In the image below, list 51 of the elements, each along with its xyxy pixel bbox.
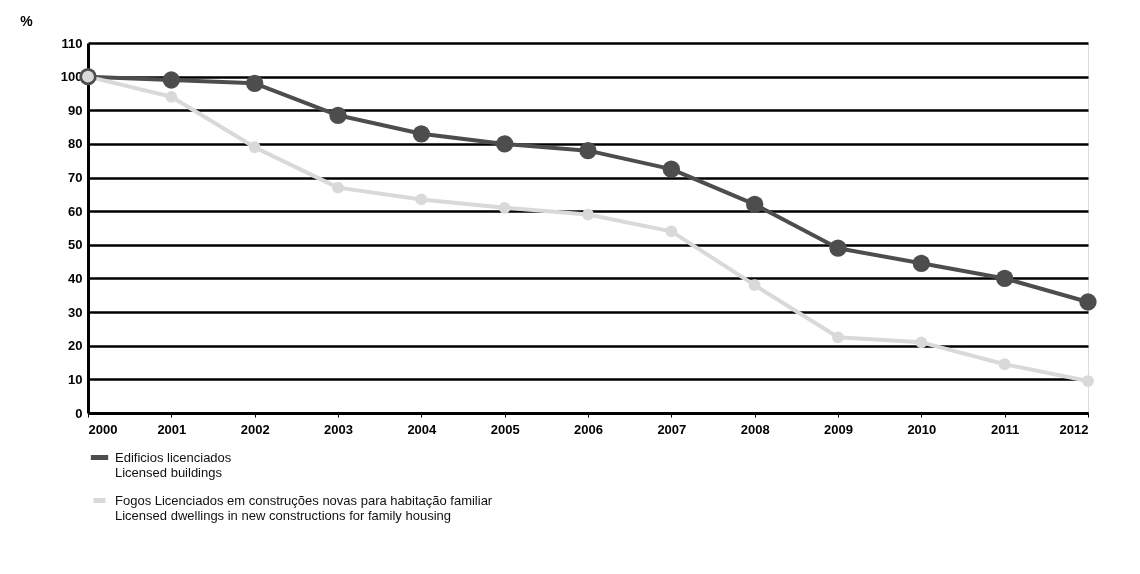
point xyxy=(832,331,844,344)
point xyxy=(248,141,261,154)
x-tick-label: 2004 xyxy=(407,421,438,437)
point xyxy=(915,336,928,349)
point xyxy=(1082,375,1094,387)
y-tick-label: 70 xyxy=(68,170,83,186)
point xyxy=(246,74,264,93)
y-tick-label: 110 xyxy=(61,35,83,51)
point xyxy=(496,135,514,153)
point xyxy=(412,125,430,143)
point xyxy=(665,225,678,238)
point xyxy=(662,160,680,178)
point xyxy=(162,71,180,89)
point xyxy=(912,254,930,272)
y-tick-label: 30 xyxy=(68,304,83,320)
x-tick-label: 2009 xyxy=(824,421,853,437)
y-tick-label: 10 xyxy=(68,371,83,387)
point xyxy=(415,193,428,206)
x-tick-label: 2007 xyxy=(657,421,687,437)
point xyxy=(746,195,764,214)
point xyxy=(332,181,344,194)
y-tick-label: 50 xyxy=(68,237,83,253)
point xyxy=(582,208,594,221)
y-tick-label: 60 xyxy=(68,203,83,219)
legend-label: Fogos Licenciados em construções novas para habitação familiar Licensed dwellings in new constructions for family housing xyxy=(115,492,493,523)
x-tick-label: 2001 xyxy=(157,421,187,437)
point xyxy=(1079,293,1097,311)
y-tick-label: 20 xyxy=(68,338,83,354)
point xyxy=(829,239,847,257)
y-tick-label: 80 xyxy=(68,136,83,152)
x-tick-label: 2006 xyxy=(574,421,603,437)
x-tick-label: 2008 xyxy=(740,421,770,437)
point xyxy=(329,106,347,124)
x-tick-label: 2000 xyxy=(88,421,118,437)
x-tick-label: 2012 xyxy=(1059,421,1089,437)
y-tick-label: 0 xyxy=(75,405,83,421)
y-tick-label: 90 xyxy=(68,102,83,118)
point xyxy=(579,141,597,160)
point xyxy=(498,201,511,214)
point xyxy=(996,269,1014,288)
x-tick-label: 2003 xyxy=(324,421,353,437)
x-tick-label: 2005 xyxy=(490,421,520,437)
point xyxy=(165,90,178,103)
x-tick-label: 2010 xyxy=(907,421,937,437)
x-tick-label: 2002 xyxy=(240,421,270,437)
y-tick-label: 40 xyxy=(68,270,83,286)
legend-label: Edificios licenciados Licensed buildings xyxy=(115,449,232,480)
point xyxy=(998,358,1011,371)
point xyxy=(748,279,761,292)
y-axis-title: % xyxy=(20,13,34,29)
x-tick-label: 2011 xyxy=(991,421,1020,437)
